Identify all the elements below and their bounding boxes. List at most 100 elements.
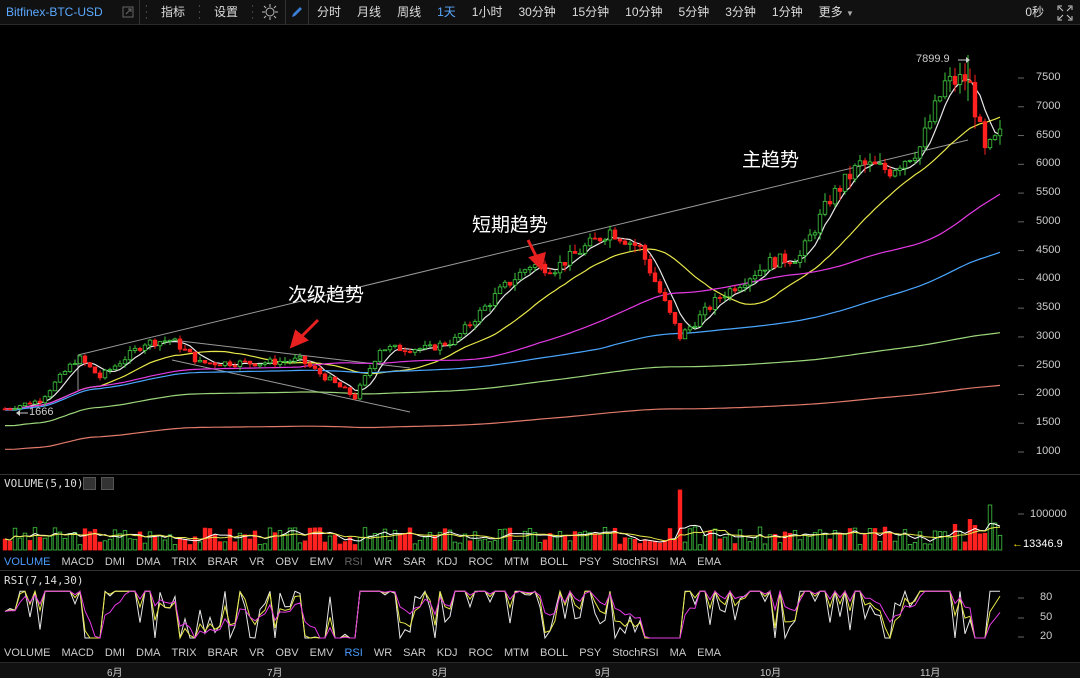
candle-body bbox=[717, 297, 723, 299]
volume-bar bbox=[497, 529, 503, 551]
period-1day[interactable]: 1天 bbox=[437, 4, 456, 19]
candle bbox=[547, 268, 553, 275]
candle bbox=[32, 399, 38, 405]
volume-bar bbox=[282, 534, 288, 551]
indicator-tab-volume[interactable]: VOLUME bbox=[4, 556, 51, 568]
candle-body bbox=[862, 160, 868, 165]
candle bbox=[257, 363, 263, 369]
volume-close-icon[interactable] bbox=[101, 477, 114, 490]
arrowhead-minor bbox=[289, 329, 309, 349]
indicator-tab-stochrsi[interactable]: StochRSI bbox=[612, 647, 659, 659]
price-tick-5500: 5500 bbox=[1036, 186, 1061, 199]
volume-chart[interactable] bbox=[0, 474, 1080, 554]
candle-body bbox=[377, 350, 383, 362]
indicator-tab-roc[interactable]: ROC bbox=[468, 647, 493, 659]
rsi-chart[interactable] bbox=[0, 570, 1080, 645]
candle bbox=[127, 346, 133, 364]
period-1min[interactable]: 1分钟 bbox=[771, 4, 803, 19]
volume-bar bbox=[412, 543, 418, 551]
indicator-tab-boll[interactable]: BOLL bbox=[540, 647, 569, 659]
indicator-tab-psy[interactable]: PSY bbox=[579, 647, 602, 659]
candle bbox=[707, 305, 713, 312]
indicator-tab-kdj[interactable]: KDJ bbox=[436, 647, 458, 659]
volume-bar bbox=[597, 535, 603, 551]
indicator-tab-dma[interactable]: DMA bbox=[136, 647, 161, 659]
candle-body bbox=[942, 80, 948, 98]
volume-bar bbox=[157, 535, 163, 551]
period-30min[interactable]: 30分钟 bbox=[518, 4, 556, 19]
fullscreen-icon[interactable] bbox=[1056, 4, 1074, 22]
candle-body bbox=[272, 358, 278, 365]
indicator-tab-obv[interactable]: OBV bbox=[275, 556, 299, 568]
period-10min[interactable]: 10分钟 bbox=[625, 4, 663, 19]
indicator-tab-stochrsi[interactable]: StochRSI bbox=[612, 556, 659, 568]
period-week[interactable]: 周线 bbox=[397, 4, 422, 19]
indicator-tab-roc[interactable]: ROC bbox=[468, 556, 493, 568]
period-5min[interactable]: 5分钟 bbox=[678, 4, 710, 19]
candle bbox=[387, 344, 393, 353]
indicator-tab-mtm[interactable]: MTM bbox=[504, 556, 530, 568]
candle bbox=[187, 348, 193, 353]
volume-bar bbox=[562, 535, 568, 551]
month-label-11: 11月 bbox=[920, 668, 941, 678]
indicator-tab-brar[interactable]: BRAR bbox=[207, 647, 239, 659]
indicator-tab-macd[interactable]: MACD bbox=[61, 647, 94, 659]
indicator-tab-sar[interactable]: SAR bbox=[403, 647, 426, 659]
period-1hour[interactable]: 1小时 bbox=[471, 4, 503, 19]
indicator-tab-dma[interactable]: DMA bbox=[136, 556, 161, 568]
candle bbox=[792, 258, 798, 264]
indicator-tab-emv[interactable]: EMV bbox=[309, 556, 334, 568]
volume-last-value: ←13346.9 bbox=[1012, 538, 1063, 550]
indicator-tab-ema[interactable]: EMA bbox=[697, 647, 722, 659]
indicator-tab-trix[interactable]: TRIX bbox=[171, 556, 197, 568]
period-fenshi[interactable]: 分时 bbox=[317, 4, 342, 19]
settings-button[interactable]: 设置 bbox=[214, 4, 239, 19]
period-3min[interactable]: 3分钟 bbox=[725, 4, 756, 19]
candle-body bbox=[962, 74, 968, 82]
indicator-tab-obv[interactable]: OBV bbox=[275, 647, 299, 659]
period-15min[interactable]: 15分钟 bbox=[571, 4, 610, 19]
candle-body bbox=[147, 339, 153, 346]
indicator-tab-sar[interactable]: SAR bbox=[403, 556, 426, 568]
indicator-tab-brar[interactable]: BRAR bbox=[207, 556, 239, 568]
volume-bar bbox=[222, 541, 228, 551]
indicators-button[interactable]: 指标 bbox=[161, 4, 186, 19]
indicator-tab-rsi[interactable]: RSI bbox=[344, 556, 363, 568]
candle bbox=[242, 358, 248, 363]
indicator-tab-mtm[interactable]: MTM bbox=[504, 647, 530, 659]
volume-settings-icon[interactable] bbox=[83, 477, 96, 490]
candle-body bbox=[502, 281, 508, 288]
theme-sun-icon[interactable] bbox=[259, 0, 281, 25]
indicator-tab-wr[interactable]: WR bbox=[373, 556, 393, 568]
volume-bar bbox=[832, 530, 838, 551]
volume-bar bbox=[547, 533, 553, 551]
indicator-tab-psy[interactable]: PSY bbox=[579, 556, 602, 568]
indicator-tab-ma[interactable]: MA bbox=[669, 556, 687, 568]
pencil-icon[interactable] bbox=[286, 0, 308, 25]
candle-body bbox=[82, 355, 88, 364]
indicator-tab-macd[interactable]: MACD bbox=[61, 556, 94, 568]
indicator-tab-emv[interactable]: EMV bbox=[309, 647, 334, 659]
indicator-tab-ema[interactable]: EMA bbox=[697, 556, 722, 568]
more-dropdown[interactable]: 更多 ▼ bbox=[811, 0, 862, 25]
candle bbox=[752, 270, 758, 284]
indicator-tab-boll[interactable]: BOLL bbox=[540, 556, 569, 568]
indicator-tab-kdj[interactable]: KDJ bbox=[436, 556, 458, 568]
indicator-tab-trix[interactable]: TRIX bbox=[171, 647, 197, 659]
candle-body bbox=[897, 167, 903, 172]
indicator-tab-volume[interactable]: VOLUME bbox=[4, 647, 51, 659]
volume-bar bbox=[422, 536, 428, 551]
period-month[interactable]: 月线 bbox=[357, 4, 382, 19]
indicator-tab-rsi[interactable]: RSI bbox=[344, 647, 363, 659]
popout-icon[interactable] bbox=[117, 0, 139, 25]
indicator-tab-dmi[interactable]: DMI bbox=[104, 556, 126, 568]
indicator-tab-vr[interactable]: VR bbox=[249, 647, 265, 659]
indicator-tab-wr[interactable]: WR bbox=[373, 647, 393, 659]
indicator-tab-ma[interactable]: MA bbox=[669, 647, 687, 659]
price-chart[interactable] bbox=[0, 0, 1080, 474]
indicator-tab-dmi[interactable]: DMI bbox=[104, 647, 126, 659]
volume-bar bbox=[492, 540, 498, 551]
symbol-label[interactable]: Bitfinex-BTC-USD bbox=[6, 5, 103, 19]
volume-bar bbox=[737, 529, 743, 551]
indicator-tab-vr[interactable]: VR bbox=[249, 556, 265, 568]
